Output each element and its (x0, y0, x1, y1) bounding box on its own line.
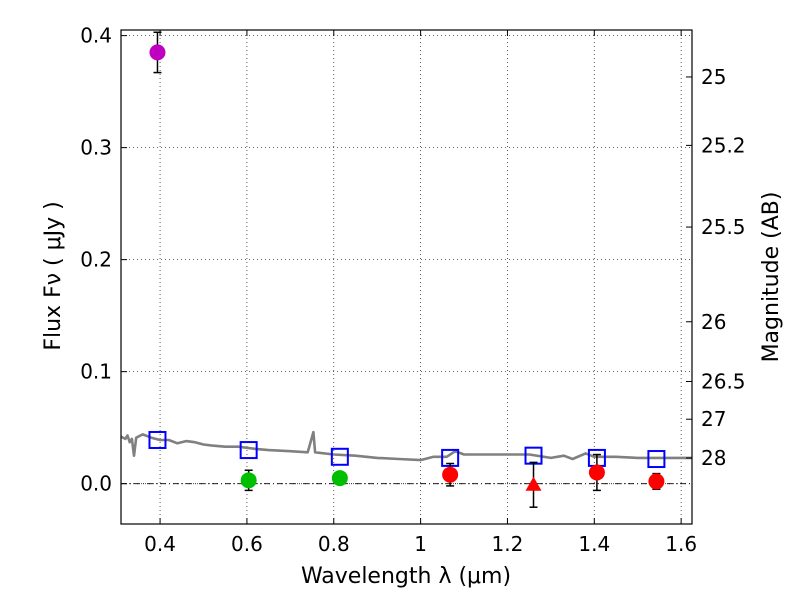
magnitude-axis-title: Magnitude (AB) (759, 192, 784, 363)
model-square (330, 447, 349, 466)
y-tick-label: 0.4 (80, 24, 112, 48)
photometry-point (648, 473, 665, 490)
x-tick-label: 0.8 (318, 532, 350, 556)
photometry-point (442, 466, 459, 483)
y-tick-labels: 0.0 0.1 0.2 0.3 0.4 (80, 24, 112, 496)
x-tick-label: 1.4 (578, 532, 610, 556)
magnitude-tick-label: 26 (701, 310, 726, 334)
y-tick-label: 0.0 (80, 472, 112, 496)
magnitude-tick-label: 26.5 (701, 370, 746, 394)
y-tick-label: 0.1 (80, 360, 112, 384)
y-tick-label: 0.2 (80, 248, 112, 272)
photometry-point (240, 472, 257, 489)
x-tick-label: 0.6 (231, 532, 263, 556)
plot-frame (120, 29, 693, 525)
magnitude-tick-label: 28 (701, 446, 726, 470)
x-tick-labels: 0.4 0.6 0.8 1 1.2 1.4 1.6 (144, 532, 697, 556)
photometry-point (331, 470, 348, 487)
x-tick-label: 1.2 (492, 532, 524, 556)
photometry-point (149, 44, 166, 61)
model-square (647, 450, 666, 469)
photometry-point (588, 464, 605, 481)
template-spectrum-line (120, 430, 692, 462)
magnitude-tick-label: 25 (701, 65, 726, 89)
y-axis-title: Flux Fν ( μJy ) (41, 201, 66, 350)
photometry-points (149, 44, 665, 491)
x-axis-title: Wavelength λ (μm) (301, 564, 511, 589)
x-tick-label: 0.4 (144, 532, 176, 556)
magnitude-tick-label: 25.2 (701, 133, 746, 157)
axis-ticks (121, 30, 692, 524)
magnitude-tick-label: 25.5 (701, 215, 746, 239)
magnitude-tick-labels: 25 25.2 25.5 26 26.5 27 28 (701, 65, 746, 470)
model-points (148, 430, 666, 469)
model-square (239, 441, 258, 460)
photometry-triangle (525, 476, 542, 491)
x-tick-label: 1.6 (665, 532, 697, 556)
x-tick-label: 1 (414, 532, 427, 556)
y-tick-label: 0.3 (80, 136, 112, 160)
model-square (148, 430, 167, 449)
template-spectrum (120, 430, 692, 462)
magnitude-tick-label: 27 (701, 407, 726, 431)
